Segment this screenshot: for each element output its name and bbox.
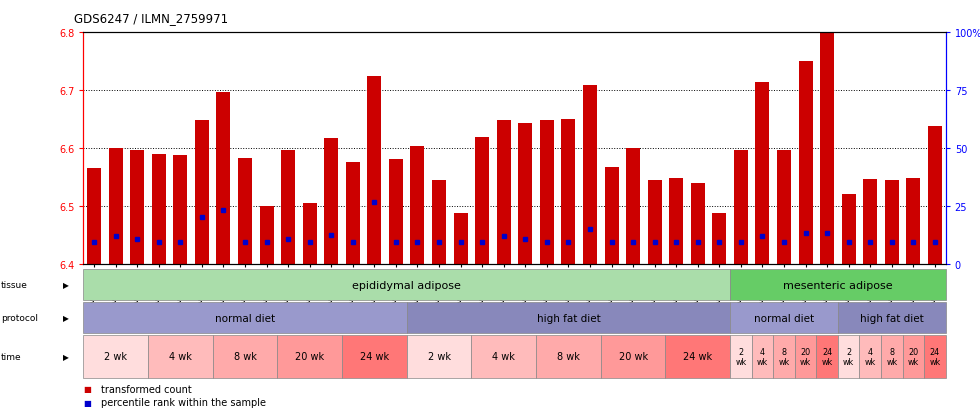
Text: ■: ■ — [83, 384, 91, 393]
Bar — [411, 146, 424, 264]
Text: 2 wk: 2 wk — [104, 351, 127, 362]
Bar — [691, 183, 705, 264]
Text: high fat diet: high fat diet — [536, 313, 601, 323]
Bar — [799, 62, 812, 264]
Bar — [669, 178, 683, 264]
Text: 4
wk: 4 wk — [757, 347, 768, 366]
Text: 24
wk: 24 wk — [821, 347, 833, 366]
Bar — [863, 180, 877, 264]
Text: 8 wk: 8 wk — [557, 351, 580, 362]
Text: time: time — [1, 352, 22, 361]
Bar — [562, 120, 575, 264]
Bar — [885, 181, 899, 264]
Bar — [842, 195, 856, 264]
Bar — [109, 149, 122, 264]
Text: protocol: protocol — [1, 313, 38, 322]
Text: normal diet: normal diet — [754, 313, 814, 323]
Text: 24 wk: 24 wk — [360, 351, 389, 362]
Text: ■: ■ — [83, 398, 91, 407]
Text: ▶: ▶ — [63, 352, 69, 361]
Text: ▶: ▶ — [63, 281, 69, 290]
Bar — [906, 179, 920, 264]
Bar — [432, 180, 446, 264]
Bar — [238, 158, 252, 264]
Bar — [195, 121, 209, 264]
Bar — [777, 150, 791, 264]
Text: 20 wk: 20 wk — [295, 351, 324, 362]
Bar — [130, 150, 144, 264]
Text: 20
wk: 20 wk — [800, 347, 811, 366]
Text: normal diet: normal diet — [215, 313, 275, 323]
Text: 4
wk: 4 wk — [864, 347, 876, 366]
Text: 2 wk: 2 wk — [427, 351, 451, 362]
Text: ▶: ▶ — [63, 313, 69, 322]
Text: mesenteric adipose: mesenteric adipose — [783, 280, 893, 290]
Bar — [626, 149, 640, 264]
Bar — [712, 214, 726, 264]
Text: 24
wk: 24 wk — [929, 347, 941, 366]
Bar — [583, 86, 597, 264]
Text: GDS6247 / ILMN_2759971: GDS6247 / ILMN_2759971 — [74, 12, 227, 25]
Bar — [497, 121, 511, 264]
Bar — [87, 169, 101, 264]
Text: high fat diet: high fat diet — [859, 313, 924, 323]
Text: 20
wk: 20 wk — [907, 347, 919, 366]
Text: transformed count: transformed count — [101, 384, 192, 394]
Bar — [303, 204, 317, 264]
Bar — [928, 126, 942, 264]
Bar — [260, 206, 273, 264]
Text: tissue: tissue — [1, 281, 27, 290]
Bar — [281, 150, 295, 264]
Bar — [454, 214, 467, 264]
Text: 4 wk: 4 wk — [169, 351, 192, 362]
Bar — [648, 181, 662, 264]
Bar — [756, 83, 769, 264]
Bar — [820, 28, 834, 264]
Bar — [540, 121, 554, 264]
Text: 20 wk: 20 wk — [618, 351, 648, 362]
Bar — [173, 156, 187, 264]
Bar — [346, 162, 360, 264]
Bar — [605, 168, 618, 264]
Text: 2
wk: 2 wk — [843, 347, 855, 366]
Bar — [324, 139, 338, 264]
Bar — [734, 150, 748, 264]
Text: epididymal adipose: epididymal adipose — [352, 280, 462, 290]
Text: 8
wk: 8 wk — [778, 347, 790, 366]
Bar — [518, 123, 532, 264]
Bar — [475, 138, 489, 264]
Text: 8 wk: 8 wk — [233, 351, 257, 362]
Text: 8
wk: 8 wk — [886, 347, 898, 366]
Text: percentile rank within the sample: percentile rank within the sample — [101, 397, 266, 407]
Bar — [152, 154, 166, 264]
Text: 2
wk: 2 wk — [735, 347, 747, 366]
Bar — [217, 93, 230, 264]
Text: 4 wk: 4 wk — [492, 351, 515, 362]
Bar — [389, 160, 403, 264]
Text: 24 wk: 24 wk — [683, 351, 712, 362]
Bar — [368, 76, 381, 264]
